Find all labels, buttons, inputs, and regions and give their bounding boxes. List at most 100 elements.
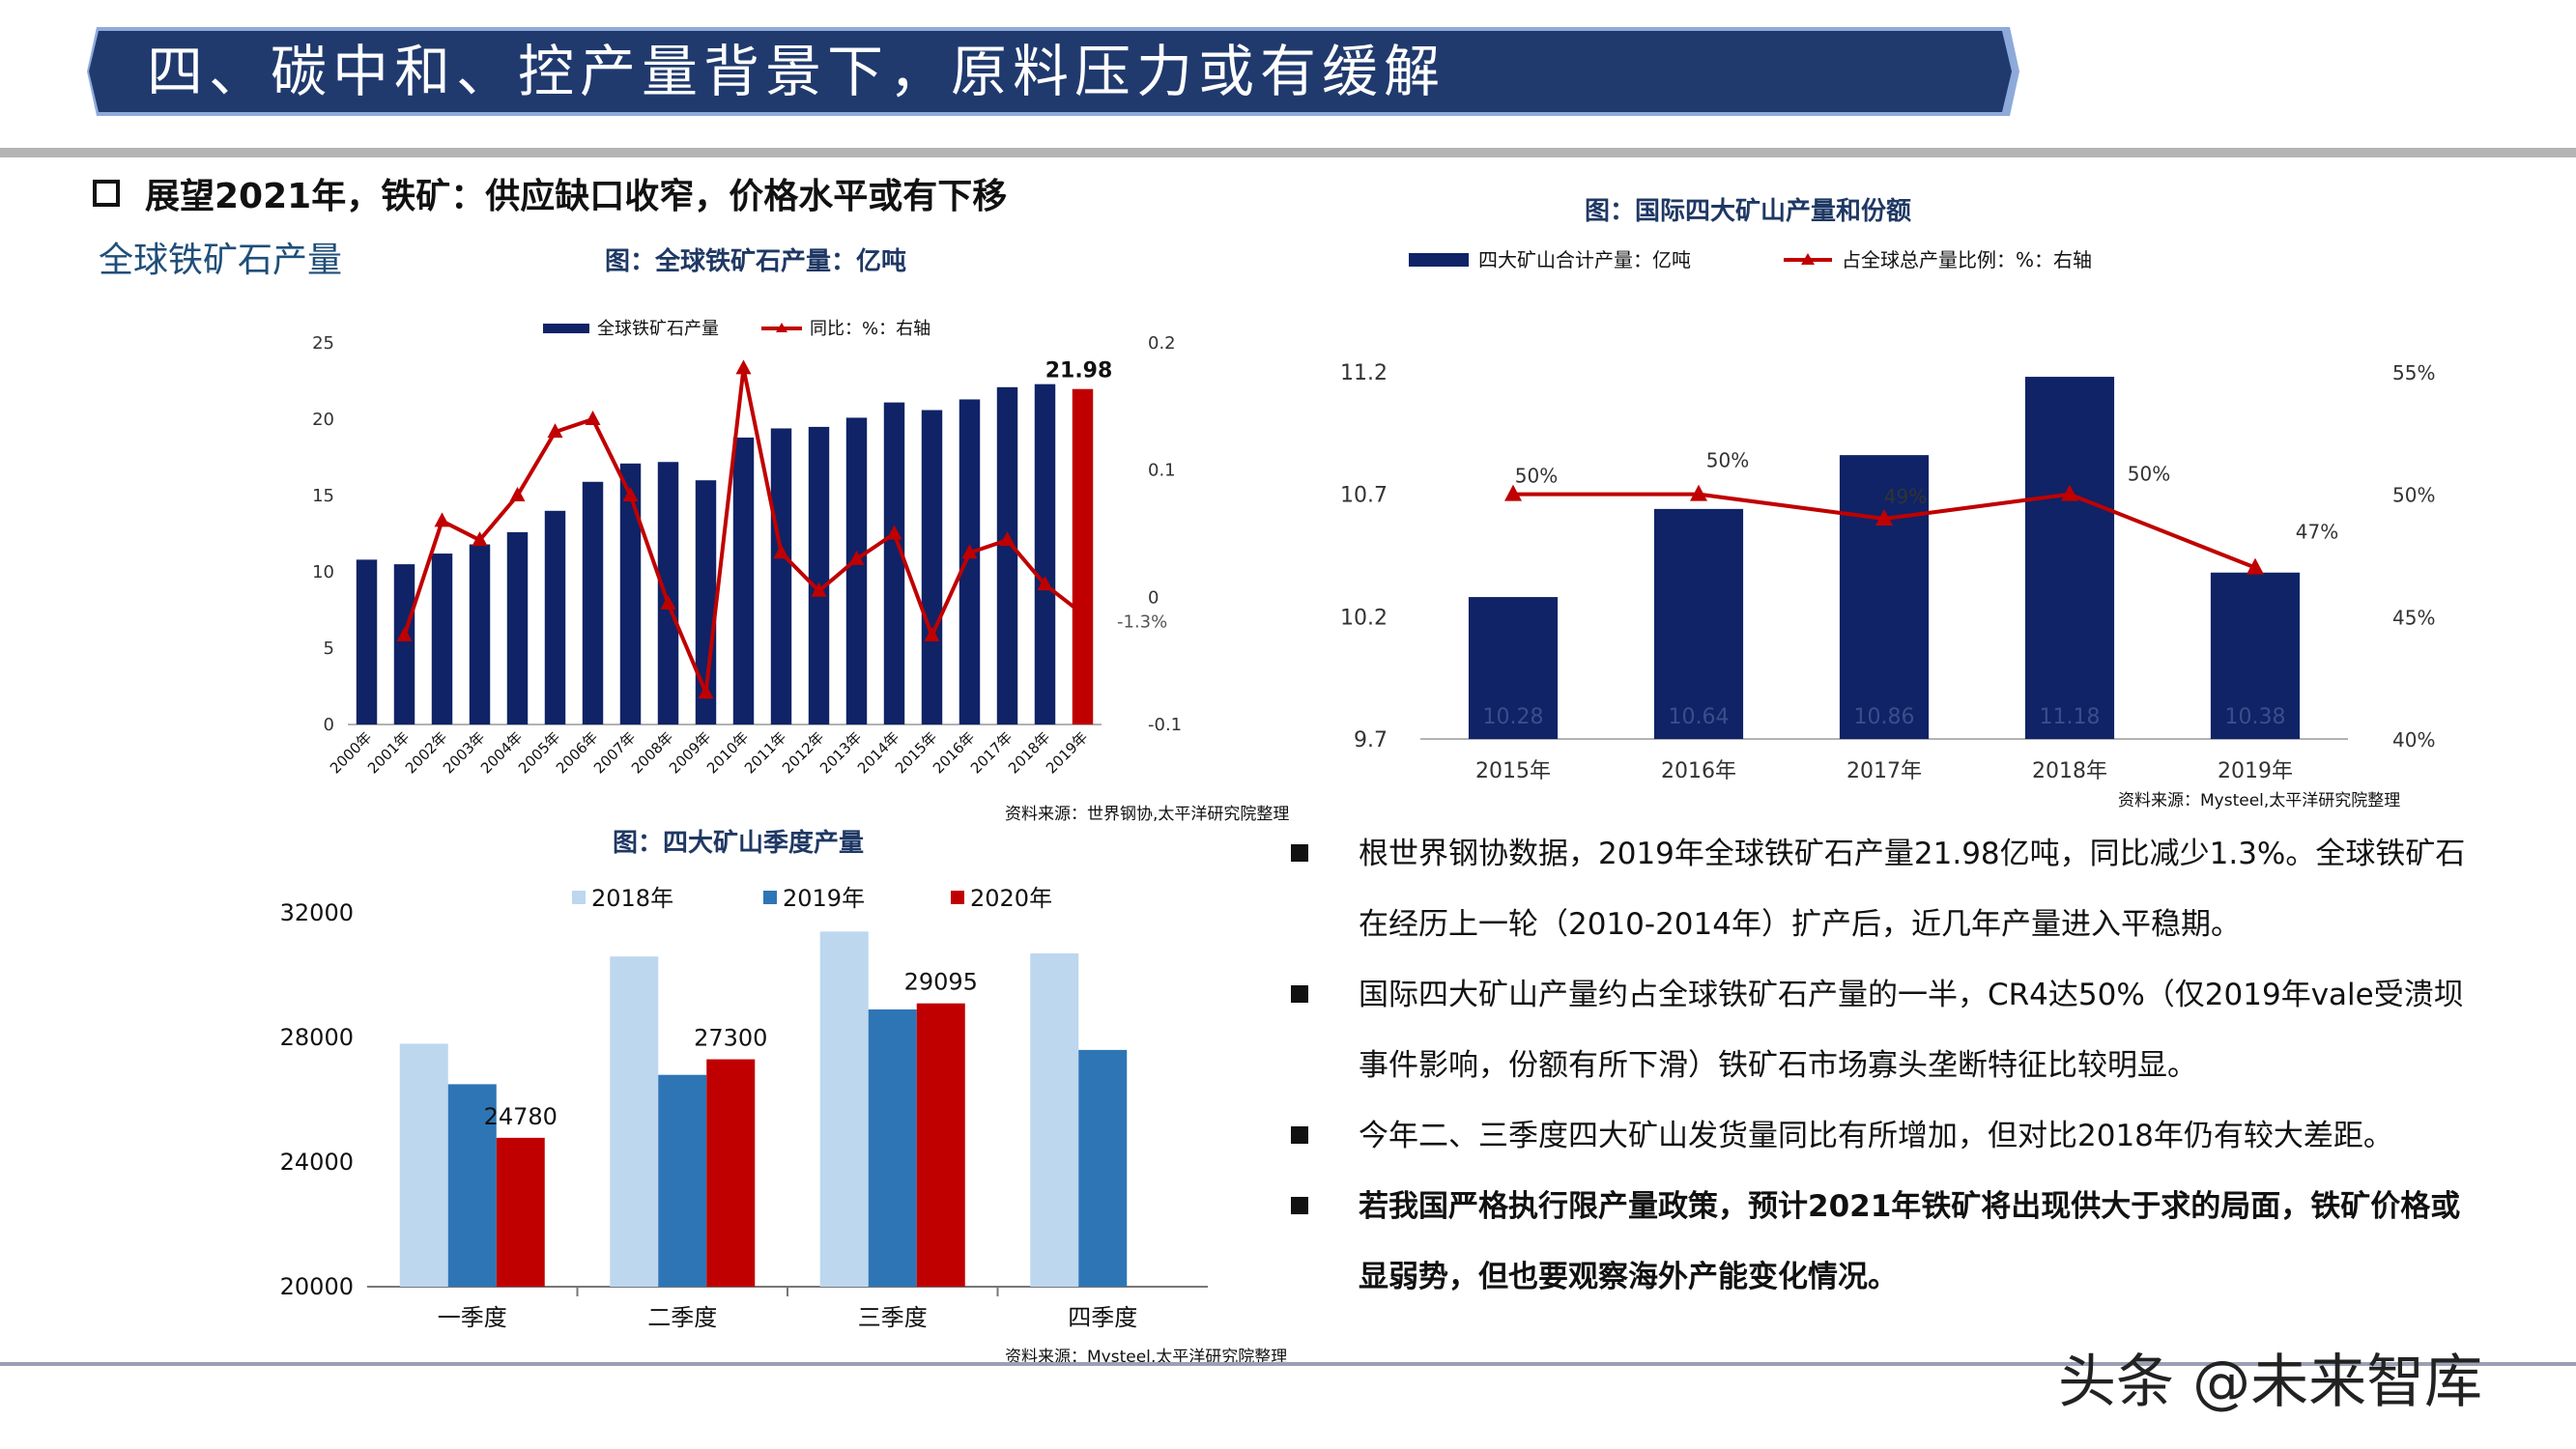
bar <box>1072 388 1094 724</box>
yoy-point <box>735 359 752 375</box>
bar <box>496 1137 545 1287</box>
bullet-text: 根世界钢协数据，2019年全球铁矿石产量21.98亿吨，同比减少1.3%。全球铁… <box>1359 837 2466 942</box>
bullet-marker <box>1291 985 1308 1003</box>
yoy-point <box>509 487 526 501</box>
yoy-last-label: -1.3% <box>1117 611 1167 632</box>
bar <box>1078 1049 1128 1287</box>
yoy-point <box>886 525 902 540</box>
y-right-tick: 0.2 <box>1148 333 1176 354</box>
bar-value-label: 11.18 <box>2040 705 2101 729</box>
chart2-caption: 图：国际四大矿山产量和份额 <box>1585 197 1912 226</box>
y-right-tick: 50% <box>2392 484 2435 507</box>
bar <box>657 462 679 724</box>
y-right-tick: 45% <box>2392 606 2435 629</box>
left-section-title: 全球铁矿石产量 <box>99 241 343 280</box>
bar <box>582 481 604 724</box>
bullet-marker <box>1291 1126 1308 1144</box>
legend-label: 2018年 <box>591 885 673 912</box>
legend-swatch <box>951 891 964 904</box>
watermark: 头条 @未来智库 <box>2058 1335 2482 1422</box>
bar <box>921 410 943 724</box>
bullet-item: 今年二、三季度四大矿山发货量同比有所增加，但对比2018年仍有较大差距。 <box>1291 1101 2489 1172</box>
bar <box>619 463 642 724</box>
legend-label: 2019年 <box>783 885 865 912</box>
share-label: 50% <box>1515 465 1558 488</box>
legend-label: 同比：%：右轴 <box>810 319 930 339</box>
bar <box>845 417 868 724</box>
footer-divider <box>0 1362 2576 1366</box>
data-label-2019: 21.98 <box>1045 359 1113 384</box>
chart3-quarterly-output: 2018年 2019年 2020年 32000 28000 24000 20000 一季度 二季… <box>280 885 1208 1331</box>
data-label-2020: 27300 <box>694 1025 767 1052</box>
x-tick: 2015年 <box>1475 759 1551 783</box>
bar <box>868 1009 917 1287</box>
bar <box>1839 455 1930 739</box>
bar <box>996 386 1018 724</box>
share-label: 47% <box>2296 521 2338 544</box>
bullet-text: 若我国严格执行限产量政策，预计2021年铁矿将出现供大于求的局面，铁矿价格或显弱… <box>1359 1189 2461 1294</box>
y-tick: 20000 <box>280 1273 354 1300</box>
y-left-tick: 0 <box>324 715 334 735</box>
legend-swatch <box>572 891 586 904</box>
yoy-point <box>698 684 714 699</box>
bar <box>1030 952 1079 1287</box>
legend-marker-yoy <box>776 323 787 332</box>
bar <box>770 428 792 724</box>
chart1-source: 资料来源：世界钢协,太平洋研究院整理 <box>1005 805 1290 824</box>
bar <box>706 1059 756 1287</box>
share-point <box>2247 557 2264 575</box>
bar <box>916 1003 965 1287</box>
bar-value-label: 10.38 <box>2225 705 2286 729</box>
bar <box>544 510 566 724</box>
bullet-item: 国际四大矿山产量约占全球铁矿石产量的一半，CR4达50%（仅2019年vale受… <box>1291 960 2489 1101</box>
legend-swatch-production <box>1409 253 1469 267</box>
bar <box>399 1043 448 1287</box>
bullet-text: 今年二、三季度四大矿山发货量同比有所增加，但对比2018年仍有较大差距。 <box>1359 1119 2393 1153</box>
y-right-tick: 0 <box>1148 587 1159 608</box>
legend-label: 全球铁矿石产量 <box>597 319 719 339</box>
yoy-point <box>924 626 940 641</box>
share-label: 50% <box>1706 449 1749 472</box>
legend-marker-share <box>1801 253 1815 265</box>
bar <box>1034 384 1056 724</box>
chart1-global-iron-ore: 全球铁矿石产量 同比：%：右轴25201510500.20.10-0.12000年… <box>312 319 1182 777</box>
y-right-tick: -0.1 <box>1148 715 1182 735</box>
bullet-marker <box>1291 844 1308 862</box>
yoy-point <box>472 531 488 547</box>
chart3-caption: 图：四大矿山季度产量 <box>613 829 865 858</box>
y-left-tick: 9.7 <box>1354 728 1388 753</box>
yoy-point <box>1074 605 1091 620</box>
share-point <box>2061 484 2078 501</box>
share-label: 49% <box>1884 485 1927 508</box>
yoy-point <box>811 582 827 597</box>
x-tick: 二季度 <box>647 1304 717 1331</box>
yoy-point <box>999 531 1016 547</box>
share-point <box>1875 509 1893 526</box>
bar <box>393 564 415 724</box>
bar <box>506 531 529 724</box>
x-tick: 2016年 <box>1661 759 1736 783</box>
x-tick: 2018年 <box>2032 759 2107 783</box>
header-divider <box>0 148 2576 157</box>
x-tick: 一季度 <box>438 1304 507 1331</box>
watermark-text: 头条 @未来智库 <box>2058 1349 2483 1416</box>
data-label-2020: 24780 <box>484 1103 558 1130</box>
y-right-tick: 0.1 <box>1148 461 1176 481</box>
chart2-source: 资料来源：Mysteel,太平洋研究院整理 <box>2118 791 2401 810</box>
bar <box>2024 377 2115 739</box>
legend-label: 四大矿山合计产量：亿吨 <box>1478 248 1691 271</box>
bullet-text: 国际四大矿山产量约占全球铁矿石产量的一半，CR4达50%（仅2019年vale受… <box>1359 978 2464 1083</box>
legend-swatch-production <box>543 324 589 333</box>
title-banner: 四、碳中和、控产量背景下，原料压力或有缓解 <box>87 27 2019 116</box>
bar <box>610 956 659 1287</box>
legend-label: 占全球总产量比例：%：右轴 <box>1842 248 2092 271</box>
bar-value-label: 10.28 <box>1483 705 1544 729</box>
x-tick: 2017年 <box>1846 759 1922 783</box>
x-tick: 三季度 <box>858 1304 928 1331</box>
x-tick: 四季度 <box>1068 1304 1137 1331</box>
bar <box>658 1074 707 1287</box>
heading-square-bullet <box>93 180 120 207</box>
yoy-point <box>622 487 639 501</box>
y-left-tick: 15 <box>312 486 334 506</box>
yoy-point <box>1037 576 1053 591</box>
